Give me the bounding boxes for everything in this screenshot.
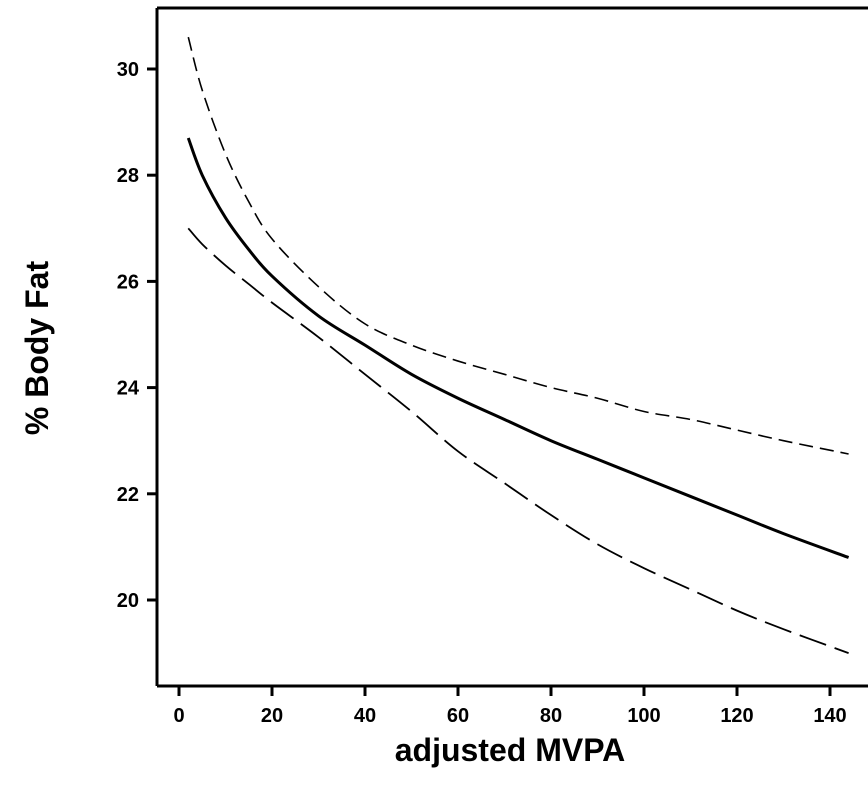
x-tick-label: 80: [540, 705, 562, 727]
y-tick-label: 26: [117, 271, 139, 293]
y-tick-label: 22: [117, 484, 139, 506]
y-tick-label: 30: [117, 59, 139, 81]
y-tick-label: 20: [117, 590, 139, 612]
x-tick-label: 100: [627, 705, 660, 727]
x-tick-label: 120: [720, 705, 753, 727]
x-tick-label: 20: [261, 705, 283, 727]
series-lines: [186, 36, 850, 654]
ticks: 0 20 40 60 80 100 120 140 20 22 24 26 28 30: [117, 59, 847, 727]
x-tick-label: 140: [813, 705, 846, 727]
axes: [155, 6, 868, 688]
y-tick-label: 28: [117, 165, 139, 187]
x-axis-title: adjusted MVPA: [395, 732, 626, 768]
series-line-solid: [186, 137, 850, 559]
x-tick-label: 40: [354, 705, 376, 727]
series-line-dashed-long: [187, 227, 849, 654]
y-tick-label: 24: [117, 378, 140, 400]
x-tick-label: 0: [173, 705, 184, 727]
x-tick-label: 60: [447, 705, 469, 727]
y-axis-title: % Body Fat: [19, 261, 55, 436]
series-line-dashed-short: [187, 36, 849, 455]
